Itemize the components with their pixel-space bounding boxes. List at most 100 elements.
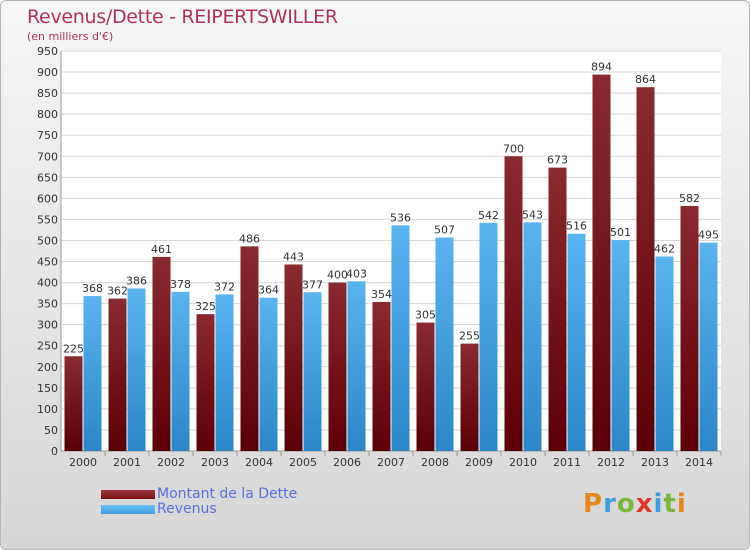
chart-title: Revenus/Dette - REIPERTSWILLER <box>27 6 338 28</box>
data-label-revenus: 403 <box>346 267 367 280</box>
data-label-dette: 864 <box>635 73 656 86</box>
data-label-revenus: 495 <box>698 229 719 242</box>
data-label-revenus: 543 <box>522 208 543 221</box>
x-tick-label: 2004 <box>245 456 273 469</box>
proxiti-logo: Proxiti <box>583 489 687 519</box>
data-label-dette: 443 <box>283 250 304 263</box>
y-tick-label: 50 <box>44 424 58 437</box>
data-label-dette: 486 <box>239 232 260 245</box>
data-label-revenus: 536 <box>390 211 411 224</box>
legend-swatch-revenus <box>101 505 155 514</box>
y-tick-label: 600 <box>37 192 58 205</box>
logo-letter: t <box>663 489 677 519</box>
bar-revenus <box>259 297 278 451</box>
y-tick-label: 150 <box>37 382 58 395</box>
bar-revenus <box>127 288 146 451</box>
bar-revenus <box>391 225 410 451</box>
y-tick-label: 200 <box>37 361 58 374</box>
legend-label-dette: Montant de la Dette <box>157 486 298 502</box>
data-label-revenus: 507 <box>434 224 455 237</box>
x-tick-label: 2000 <box>69 456 97 469</box>
legend-item-revenus: Revenus <box>101 502 297 517</box>
bar-dette <box>680 205 699 451</box>
x-tick-label: 2007 <box>377 456 405 469</box>
x-tick-label: 2006 <box>333 456 361 469</box>
y-tick-label: 350 <box>37 298 58 311</box>
data-label-dette: 225 <box>63 342 84 355</box>
y-tick-label: 550 <box>37 213 58 226</box>
bar-revenus <box>611 240 630 451</box>
legend-item-dette: Montant de la Dette <box>101 487 297 502</box>
data-label-revenus: 386 <box>126 274 147 287</box>
data-label-revenus: 462 <box>654 242 675 255</box>
logo-letter: x <box>635 489 654 519</box>
bar-revenus <box>215 294 234 451</box>
chart-subtitle: (en milliers d'€) <box>27 30 114 43</box>
data-label-dette: 582 <box>679 192 700 205</box>
bar-dette <box>460 343 479 451</box>
bar-dette <box>592 74 611 451</box>
y-tick-label: 800 <box>37 108 58 121</box>
bar-dette <box>504 156 523 451</box>
legend-swatch-dette <box>101 490 155 499</box>
bar-revenus <box>479 222 498 451</box>
bar-revenus <box>523 222 542 451</box>
y-tick-label: 400 <box>37 277 58 290</box>
y-tick-label: 750 <box>37 129 58 142</box>
bar-revenus <box>699 242 718 451</box>
bar-revenus <box>655 256 674 451</box>
data-label-revenus: 377 <box>302 278 323 291</box>
data-label-dette: 325 <box>195 300 216 313</box>
legend-label-revenus: Revenus <box>157 501 217 517</box>
x-tick-label: 2010 <box>509 456 537 469</box>
logo-letter: P <box>583 489 604 519</box>
x-tick-label: 2005 <box>289 456 317 469</box>
x-tick-label: 2014 <box>685 456 713 469</box>
bar-dette <box>64 356 83 451</box>
data-label-dette: 673 <box>547 154 568 167</box>
data-label-dette: 894 <box>591 61 612 74</box>
data-label-dette: 461 <box>151 243 172 256</box>
bar-dette <box>416 322 435 451</box>
x-tick-label: 2008 <box>421 456 449 469</box>
bar-revenus <box>347 281 366 451</box>
y-tick-label: 900 <box>37 66 58 79</box>
y-tick-label: 700 <box>37 150 58 163</box>
x-tick-label: 2003 <box>201 456 229 469</box>
bar-dette <box>196 314 215 451</box>
y-tick-label: 300 <box>37 319 58 332</box>
x-tick-label: 2013 <box>641 456 669 469</box>
bar-dette <box>372 301 391 451</box>
y-tick-label: 250 <box>37 340 58 353</box>
bar-revenus <box>303 292 322 451</box>
bar-revenus <box>171 291 190 451</box>
bar-dette <box>284 264 303 451</box>
data-label-revenus: 378 <box>170 278 191 291</box>
bar-dette <box>328 282 347 451</box>
logo-letter: i <box>653 489 664 519</box>
y-tick-label: 650 <box>37 171 58 184</box>
data-label-revenus: 501 <box>610 226 631 239</box>
data-label-dette: 400 <box>327 269 348 282</box>
y-tick-label: 0 <box>51 445 58 458</box>
y-tick-label: 100 <box>37 403 58 416</box>
bar-revenus <box>435 237 454 451</box>
data-label-dette: 354 <box>371 288 392 301</box>
data-label-revenus: 368 <box>82 282 103 295</box>
bar-revenus <box>83 296 102 451</box>
logo-letter: r <box>603 489 617 519</box>
bar-dette <box>152 256 171 451</box>
bar-dette <box>636 87 655 452</box>
bar-revenus <box>567 233 586 451</box>
y-tick-label: 500 <box>37 234 58 247</box>
bar-dette <box>108 298 127 451</box>
data-label-dette: 700 <box>503 142 524 155</box>
x-tick-label: 2011 <box>553 456 581 469</box>
logo-letter: i <box>676 489 687 519</box>
logo-letter: o <box>616 489 636 519</box>
x-tick-label: 2002 <box>157 456 185 469</box>
bar-dette <box>240 246 259 451</box>
y-tick-label: 450 <box>37 256 58 269</box>
bar-dette <box>548 167 567 451</box>
